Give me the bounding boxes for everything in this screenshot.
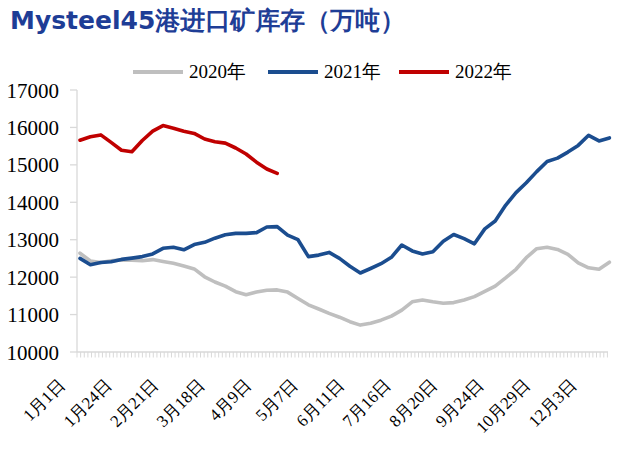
y-axis-label: 13000 [7,228,60,252]
y-axis-label: 11000 [7,303,59,327]
legend: 2020年 2021年 2022年 [0,61,640,83]
x-axis-label: 7月16日 [339,375,395,431]
legend-item-2020: 2020年 [133,61,246,83]
x-axis-label: 1月24日 [60,375,116,431]
chart-page: { "title": "Mysteel45港进口矿库存（万吨）", "color… [0,0,640,454]
legend-label-2022: 2022年 [455,61,512,83]
y-axis-label: 12000 [7,266,60,290]
x-axis-label: 3月18日 [153,375,209,431]
x-axis-label: 8月20日 [385,375,441,431]
x-axis-label: 4月9日 [205,375,254,424]
series-line-2022年 [80,126,277,174]
legend-swatch-2021 [268,70,318,73]
x-axis-label: 12月3日 [525,375,581,431]
legend-label-2021: 2021年 [324,61,381,83]
x-axis-label: 2月21日 [106,375,162,431]
legend-label-2020: 2020年 [189,61,246,83]
legend-item-2021: 2021年 [268,61,381,83]
series-line-2020年 [80,247,609,325]
legend-swatch-2020 [133,70,183,73]
y-axis-label: 10000 [7,341,60,365]
y-axis-label: 14000 [7,191,60,215]
x-axis-label: 6月11日 [293,375,348,430]
y-axis-label: 15000 [7,153,60,177]
legend-swatch-2022 [399,70,449,73]
y-axis-label: 16000 [7,116,60,140]
chart-title: Mysteel45港进口矿库存（万吨） [10,4,405,37]
legend-item-2022: 2022年 [399,61,512,83]
